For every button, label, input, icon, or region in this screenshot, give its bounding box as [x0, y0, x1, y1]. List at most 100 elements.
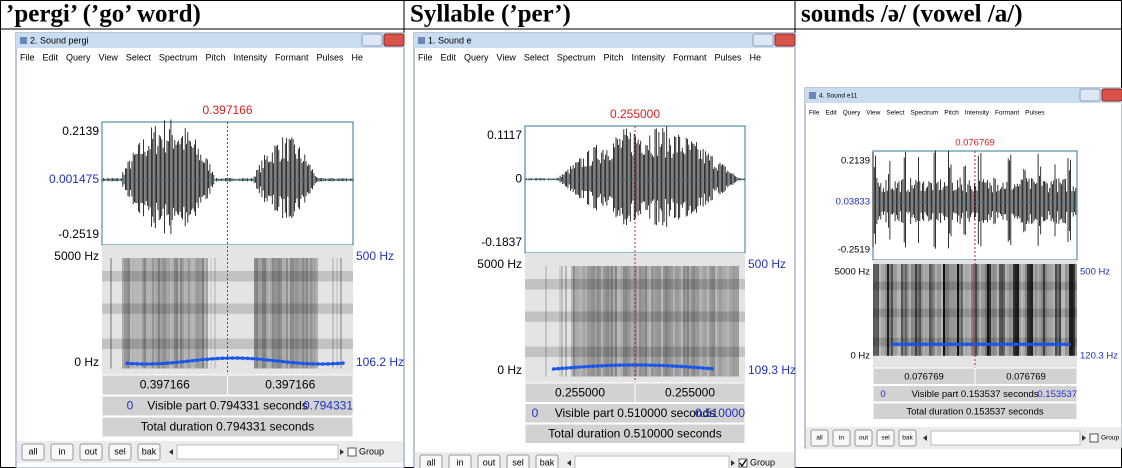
menu-item[interactable]: Select — [126, 52, 152, 62]
pitch-point — [216, 357, 220, 361]
pitch-point — [296, 361, 300, 365]
menu-item[interactable]: Query — [843, 110, 861, 117]
pitch-point — [936, 342, 940, 346]
menu-item[interactable]: Spectrum — [159, 52, 198, 62]
menu-item[interactable]: Spectrum — [910, 110, 938, 117]
pitch-point — [125, 362, 129, 366]
group-checkbox[interactable] — [1090, 434, 1098, 442]
pitch-point — [596, 364, 600, 368]
menu-item[interactable]: View — [497, 52, 517, 62]
button-label[interactable]: in — [839, 435, 844, 442]
minimize-button[interactable] — [753, 34, 773, 46]
close-button[interactable] — [1102, 89, 1122, 101]
menu-item[interactable]: Query — [66, 52, 91, 62]
pitch-point — [196, 358, 200, 362]
visible-part: Visible part 0.794331 seconds — [147, 399, 308, 413]
group-checkbox[interactable] — [348, 448, 356, 456]
menu-item[interactable]: Pulses — [1025, 110, 1045, 117]
menu-item[interactable]: File — [20, 52, 35, 62]
pitch-point — [236, 356, 240, 360]
pitch-point — [613, 363, 617, 367]
menu-item[interactable]: Formant — [995, 110, 1019, 117]
button-label[interactable]: out — [85, 446, 98, 456]
close-button[interactable] — [384, 34, 404, 46]
menu-item[interactable]: Spectrum — [557, 52, 596, 62]
minimize-button[interactable] — [1080, 89, 1100, 101]
menu-item[interactable]: Pulses — [317, 52, 345, 62]
pitch-point — [326, 362, 330, 366]
button-label[interactable]: all — [426, 457, 435, 467]
button-label[interactable]: sel — [512, 457, 524, 467]
scrollbar[interactable] — [177, 445, 338, 459]
app-icon — [809, 92, 816, 99]
menu-item[interactable]: Intensity — [965, 110, 990, 117]
menu-item[interactable]: Query — [464, 52, 489, 62]
minimize-button[interactable] — [362, 34, 382, 46]
pitch-point — [609, 364, 613, 368]
pitch-point — [892, 342, 896, 346]
menu-item[interactable]: Formant — [673, 52, 707, 62]
menu-item[interactable]: File — [809, 110, 820, 117]
freq-bottom: 0 Hz — [497, 363, 522, 377]
pitch-point — [710, 367, 714, 371]
visible-end: 0.510000 — [695, 406, 745, 420]
pitch-range-top: 500 Hz — [356, 249, 394, 263]
pitch-point — [932, 342, 936, 346]
menu-item[interactable]: Pitch — [603, 52, 623, 62]
button-label[interactable]: out — [483, 457, 496, 467]
pitch-value: 120.3 Hz — [1080, 351, 1118, 362]
pitch-point — [941, 342, 945, 346]
scrollbar[interactable] — [931, 431, 1080, 445]
menu-item[interactable]: Pitch — [944, 110, 959, 117]
menu-item[interactable]: Intensity — [631, 52, 665, 62]
menu-item[interactable]: He — [352, 52, 364, 62]
button-label[interactable]: in — [58, 446, 65, 456]
time-right: 0.397166 — [265, 378, 315, 392]
menu-item[interactable]: Edit — [441, 52, 457, 62]
pitch-value: 109.3 Hz — [748, 363, 796, 377]
menu-item[interactable]: He — [750, 52, 762, 62]
button-label[interactable]: bak — [540, 457, 555, 467]
pitch-point — [953, 342, 957, 346]
button-label[interactable]: out — [859, 435, 868, 442]
menu-item[interactable]: Pulses — [715, 52, 743, 62]
menu-item[interactable]: Formant — [275, 52, 309, 62]
pitch-point — [653, 363, 657, 367]
pitch-point — [211, 357, 215, 361]
cursor-time: 0.397166 — [202, 103, 252, 117]
button-label[interactable]: bak — [902, 435, 913, 442]
pitch-point — [291, 361, 295, 365]
pitch-point — [977, 342, 981, 346]
button-label[interactable]: bak — [142, 446, 157, 456]
button-label[interactable]: all — [28, 446, 37, 456]
button-label[interactable]: in — [456, 457, 463, 467]
pitch-point — [569, 366, 573, 370]
pitch-point — [693, 366, 697, 370]
menu-item[interactable]: Edit — [43, 52, 59, 62]
pitch-point — [1055, 342, 1059, 346]
pitch-point — [679, 365, 683, 369]
pitch-point — [191, 359, 195, 363]
menu-item[interactable]: View — [866, 110, 880, 117]
pitch-point — [321, 362, 325, 366]
scrollbar[interactable] — [575, 456, 729, 468]
button-label[interactable]: all — [816, 435, 823, 442]
menu-item[interactable]: Select — [886, 110, 904, 117]
menu-item[interactable]: Intensity — [233, 52, 267, 62]
menu-item[interactable]: Pitch — [205, 52, 225, 62]
button-label[interactable]: sel — [114, 446, 126, 456]
pitch-point — [1022, 342, 1026, 346]
pitch-point — [985, 342, 989, 346]
pitch-point — [627, 363, 631, 367]
menu-item[interactable]: View — [99, 52, 119, 62]
pitch-point — [920, 342, 924, 346]
close-button[interactable] — [775, 34, 795, 46]
menu-item[interactable]: Edit — [825, 110, 836, 117]
menu-item[interactable]: Select — [524, 52, 550, 62]
menu-item[interactable]: File — [418, 52, 433, 62]
wave-mid: 0 — [515, 172, 522, 186]
button-label[interactable]: sel — [881, 435, 890, 442]
pitch-point — [251, 357, 255, 361]
pitch-point — [644, 363, 648, 367]
pitch-value: 106.2 Hz — [356, 355, 404, 369]
